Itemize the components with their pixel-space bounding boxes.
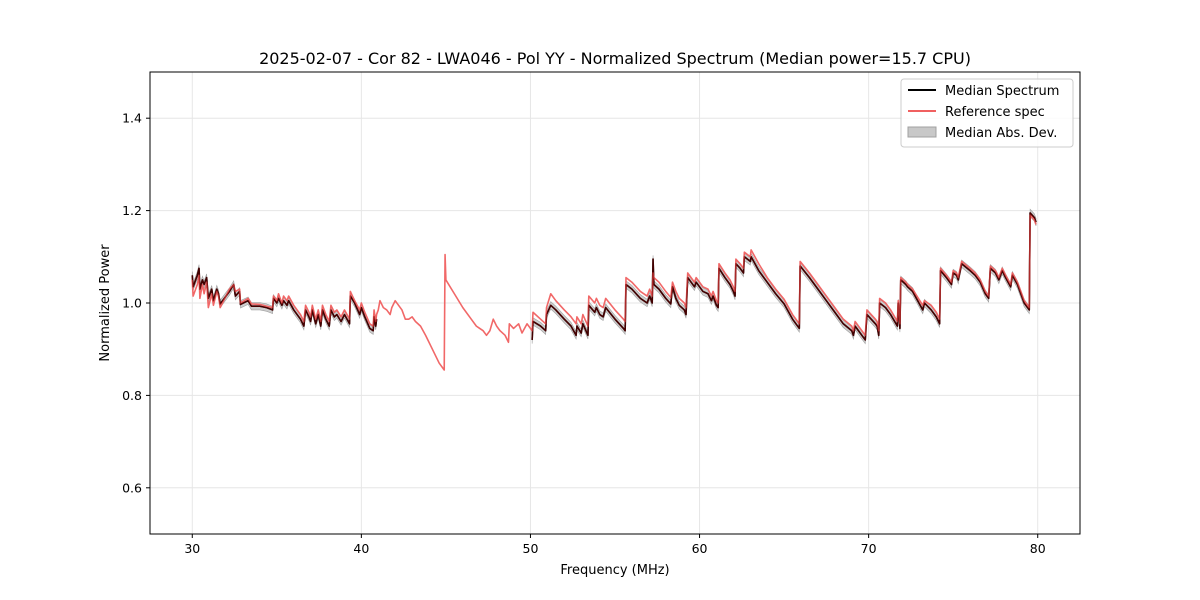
y-tick-label: 0.8: [122, 388, 142, 403]
x-tick-label: 70: [861, 541, 877, 556]
y-tick-label: 1.0: [122, 296, 142, 311]
x-axis: 30 40 50 60 70 80: [184, 534, 1046, 556]
legend: Median Spectrum Reference spec Median Ab…: [900, 78, 1074, 148]
legend-median-label: Median Spectrum: [945, 84, 1059, 99]
x-tick-label: 80: [1030, 541, 1046, 556]
overlap-line-segment: [531, 212, 1037, 341]
x-tick-label: 40: [353, 541, 369, 556]
x-axis-label: Frequency (MHz): [560, 563, 669, 578]
x-tick-label: 30: [184, 541, 200, 556]
legend-reference-label: Reference spec: [945, 105, 1045, 120]
y-axis-label: Normalized Power: [98, 244, 113, 362]
y-tick-label: 1.2: [122, 203, 142, 218]
y-tick-label: 0.6: [122, 480, 142, 495]
overlap-line-segment: [191, 267, 378, 332]
chart-title: 2025-02-07 - Cor 82 - LWA046 - Pol YY - …: [259, 49, 971, 68]
reference-series: [191, 212, 1037, 371]
x-tick-label: 60: [692, 541, 708, 556]
y-tick-label: 1.4: [122, 111, 142, 126]
legend-mad-label: Median Abs. Dev.: [945, 126, 1057, 141]
y-axis: 0.6 0.8 1.0 1.2 1.4: [122, 111, 150, 495]
legend-mad-swatch: [907, 126, 937, 138]
legend-box: [900, 78, 1074, 148]
x-tick-label: 50: [523, 541, 539, 556]
